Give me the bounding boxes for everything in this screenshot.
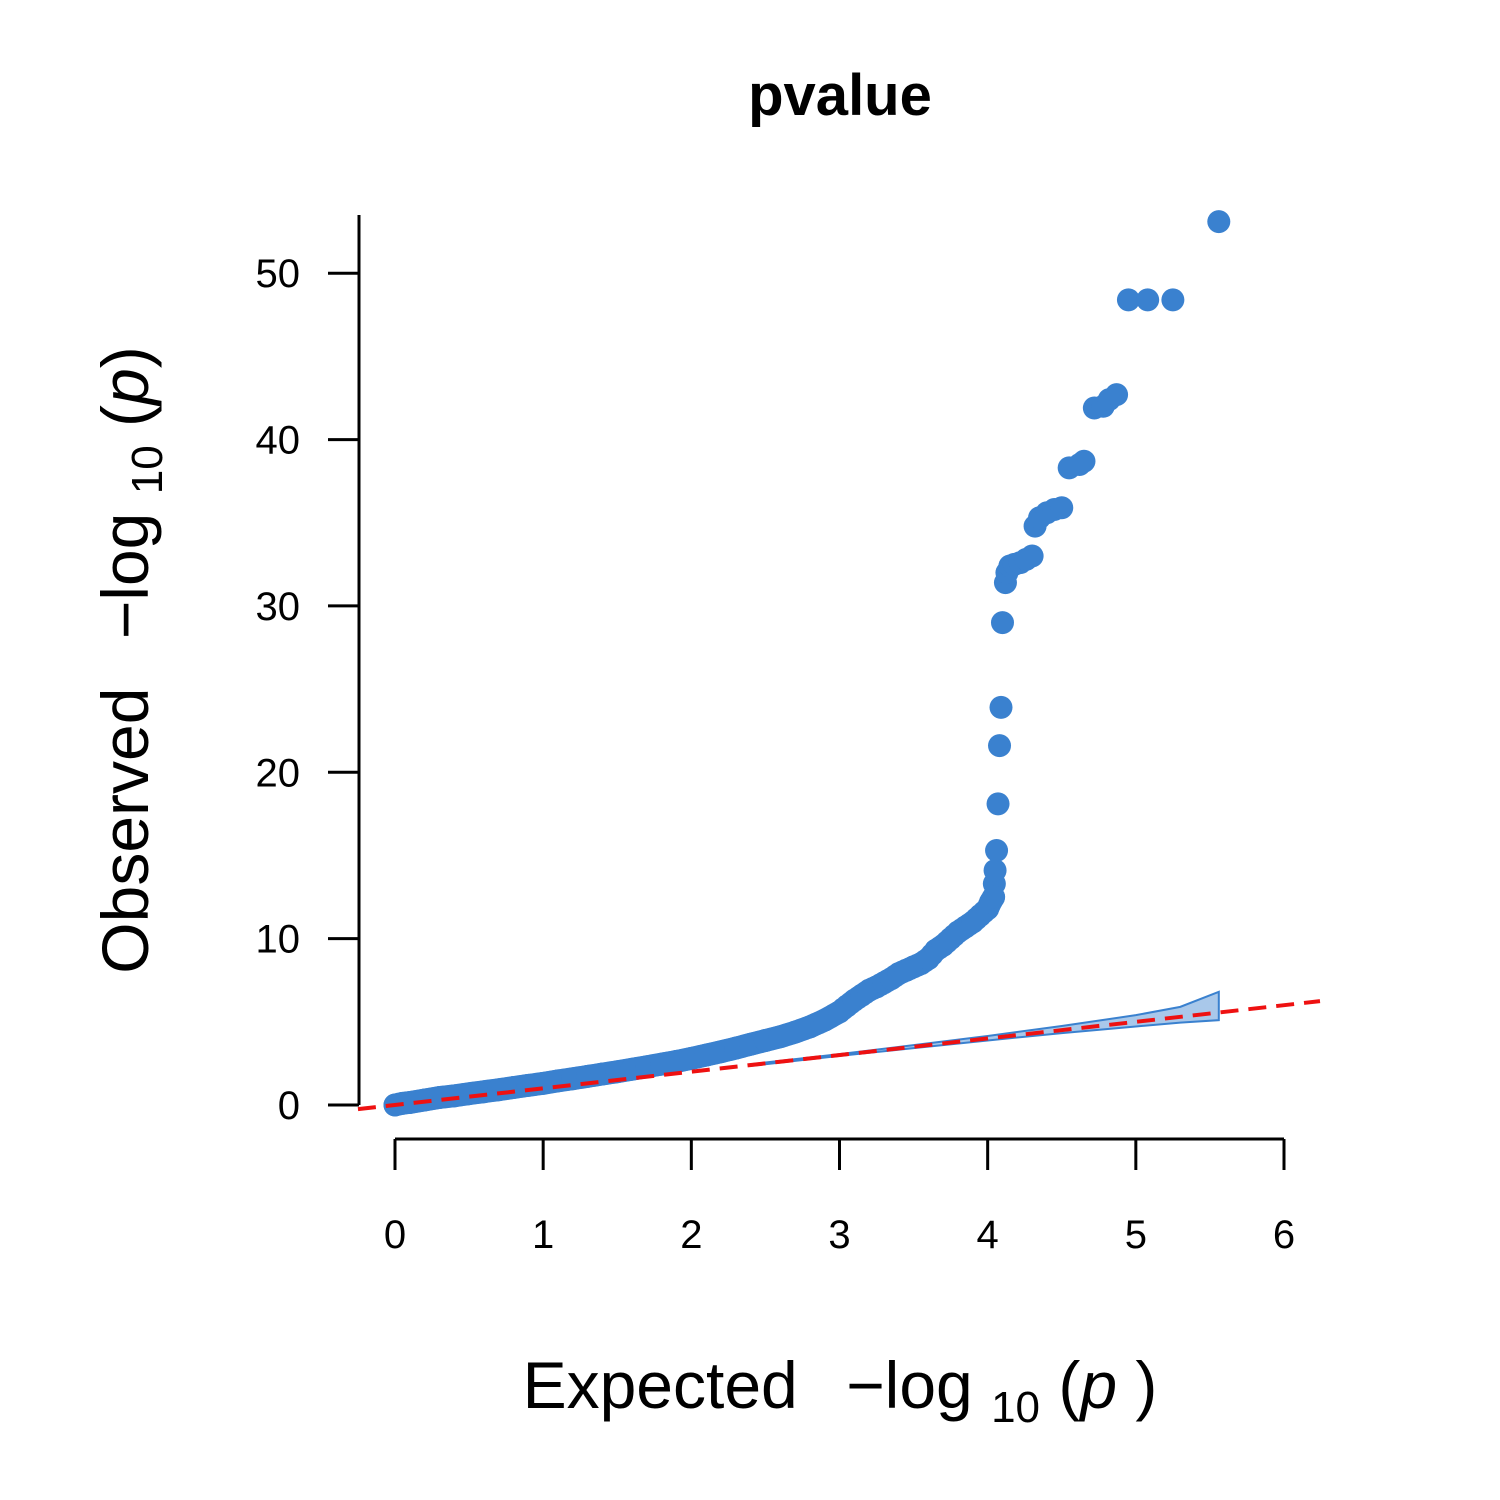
reference-line-layer: [357, 999, 1321, 1112]
y-axis-label-fn: log: [88, 513, 162, 601]
x-tick-label: 2: [680, 1213, 702, 1257]
data-point: [986, 792, 1010, 816]
data-point: [1050, 496, 1074, 520]
y-tick-label: 50: [256, 252, 301, 296]
data-point: [1207, 210, 1231, 234]
points-layer: [383, 210, 1231, 1117]
data-point: [1116, 288, 1140, 312]
x-axis-ticks: 0 1 2 3 4 5 6: [384, 1139, 1295, 1257]
x-tick-label: 4: [977, 1213, 999, 1257]
data-point: [1020, 544, 1044, 568]
y-axis-label-prefix: Observed: [88, 688, 162, 974]
x-tick-label: 0: [384, 1213, 406, 1257]
y-axis-label: Observed −log 10 (p): [88, 346, 176, 973]
y-tick-label: 0: [278, 1084, 300, 1128]
x-axis-label-fn: log: [885, 1348, 973, 1422]
x-axis-label-prefix: Expected: [523, 1348, 798, 1422]
reference-line: [357, 999, 1321, 1112]
y-tick-label: 30: [256, 585, 301, 629]
data-point: [982, 885, 1006, 909]
y-tick-label: 20: [256, 751, 301, 795]
x-axis-label: Expected −log 10 (p ): [523, 1348, 1158, 1436]
data-point: [1161, 288, 1185, 312]
data-point: [989, 695, 1013, 719]
y-axis-ticks: 0 10 20 30 40 50: [256, 252, 359, 1128]
data-point: [990, 611, 1014, 635]
y-tick-label: 10: [256, 918, 301, 962]
data-point: [988, 734, 1012, 758]
y-axis-label-sub: 10: [123, 445, 172, 494]
y-axis-label-var: p: [88, 368, 162, 407]
x-tick-label: 6: [1273, 1213, 1295, 1257]
x-axis-label-sub: 10: [991, 1383, 1040, 1432]
data-point: [985, 838, 1009, 862]
chart-title: pvalue: [748, 63, 932, 128]
y-tick-label: 40: [256, 419, 301, 463]
x-tick-label: 3: [828, 1213, 850, 1257]
data-point: [1105, 383, 1129, 407]
x-tick-label: 1: [532, 1213, 554, 1257]
data-point: [1072, 449, 1096, 473]
x-axis-label-var: p: [1078, 1348, 1117, 1422]
data-point: [1136, 288, 1160, 312]
x-tick-label: 5: [1125, 1213, 1147, 1257]
data-point: [983, 858, 1007, 882]
